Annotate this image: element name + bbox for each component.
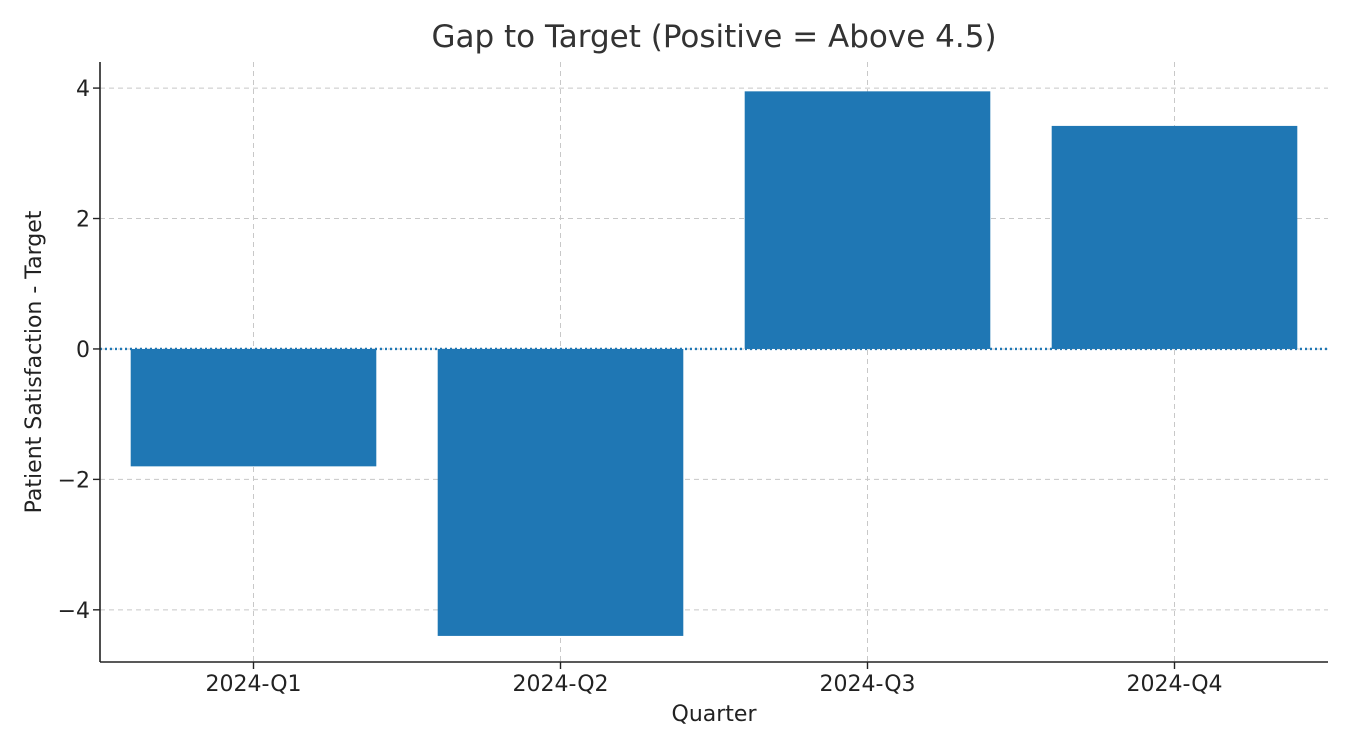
y-tick-label: −2 [58,468,90,493]
bar-2024-q1 [130,348,377,467]
x-axis-label: Quarter [672,702,758,727]
bars [130,91,1298,636]
bar-2024-q2 [437,348,684,636]
x-tick-label: 2024-Q3 [819,672,915,697]
y-ticks: −4 −2 0 2 4 [58,77,100,624]
bar-2024-q4 [1051,125,1298,349]
bar-2024-q3 [744,91,991,349]
x-ticks: 2024-Q1 2024-Q2 2024-Q3 2024-Q4 [205,662,1223,697]
x-tick-label: 2024-Q1 [205,672,301,697]
chart-title: Gap to Target (Positive = Above 4.5) [431,19,996,55]
y-tick-label: −4 [58,599,90,624]
y-tick-label: 0 [76,338,90,363]
x-tick-label: 2024-Q4 [1126,672,1222,697]
y-tick-label: 4 [76,77,90,102]
y-axis-label: Patient Satisfaction - Target [22,210,47,513]
axes [99,62,1328,663]
x-tick-label: 2024-Q2 [512,672,608,697]
y-tick-label: 2 [76,208,90,233]
